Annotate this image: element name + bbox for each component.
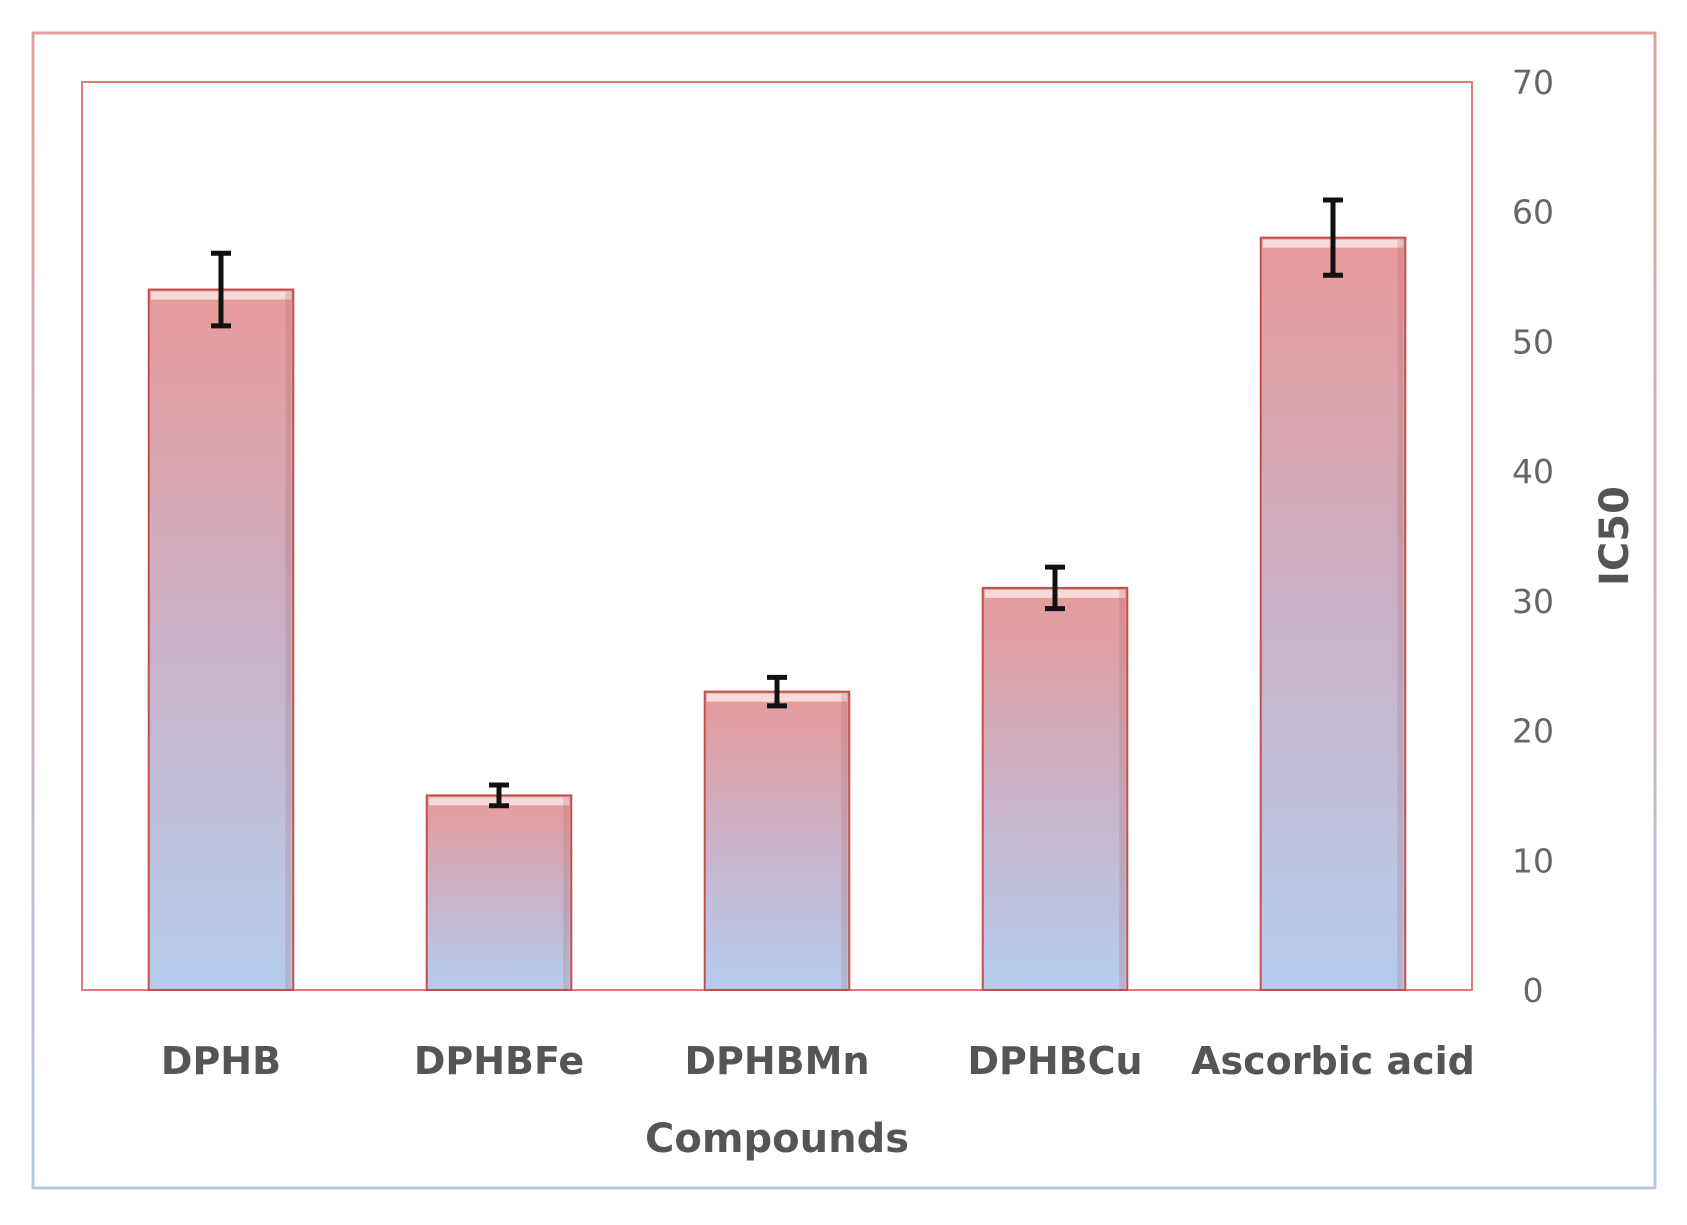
y-tick-label: 50 <box>1512 322 1554 361</box>
bar-dphbfe <box>425 794 573 992</box>
bar-dphbmn <box>703 690 851 992</box>
bar-shade <box>841 693 848 990</box>
x-tick-label: Ascorbic acid <box>1191 1039 1475 1083</box>
x-tick-label: DPHB <box>161 1039 281 1083</box>
y-tick-label: 0 <box>1523 971 1544 1010</box>
y-axis-ticks: 0 10 20 30 40 50 60 70 <box>1512 63 1554 1010</box>
bar-shade <box>563 797 570 990</box>
y-tick-label: 40 <box>1512 452 1554 491</box>
x-axis-categories: DPHB DPHBFe DPHBMn DPHBCu Ascorbic acid <box>161 1039 1475 1083</box>
bar-ascorbic-acid <box>1259 236 1407 991</box>
y-tick-label: 30 <box>1512 582 1554 621</box>
x-tick-label: DPHBMn <box>684 1039 869 1083</box>
bar-dphb <box>147 288 295 991</box>
y-axis-title: IC50 <box>1592 486 1638 586</box>
error-bars-layer <box>211 197 1343 809</box>
x-axis-title: Compounds <box>645 1116 909 1162</box>
bar-dphbcu <box>981 586 1129 992</box>
y-tick-label: 60 <box>1512 193 1554 232</box>
bar-shade <box>1397 239 1404 990</box>
y-tick-label: 70 <box>1512 63 1554 102</box>
y-tick-label: 20 <box>1512 712 1554 751</box>
y-tick-label: 10 <box>1512 841 1554 880</box>
x-tick-label: DPHBCu <box>967 1039 1142 1083</box>
x-tick-label: DPHBFe <box>414 1039 584 1083</box>
bar-shade <box>285 291 292 990</box>
chart-outer-border <box>31 31 1657 1190</box>
bar-shade <box>1119 589 1126 990</box>
bars-layer <box>147 236 1407 992</box>
